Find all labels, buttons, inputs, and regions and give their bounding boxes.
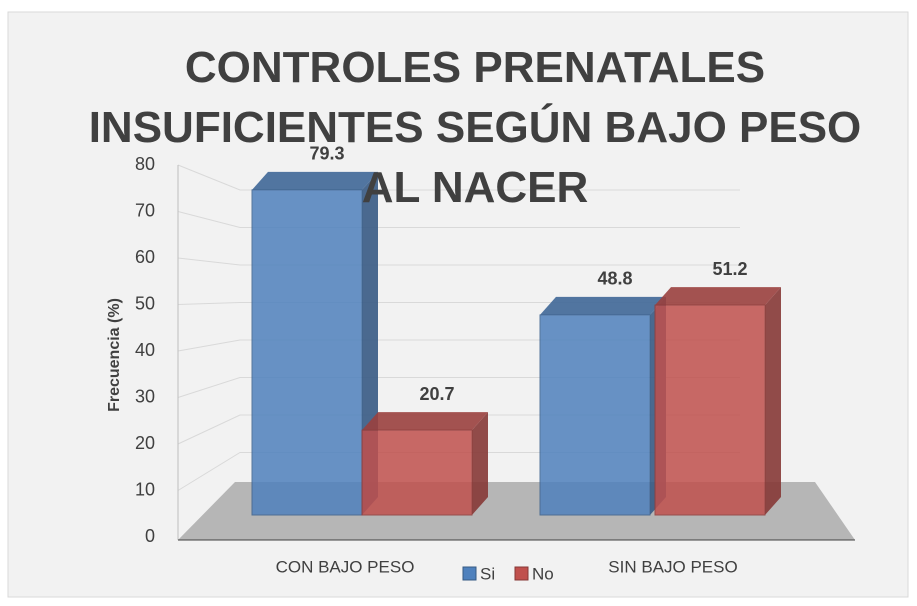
legend-swatch [462, 566, 477, 581]
bar [251, 189, 363, 516]
legend-label: No [532, 564, 554, 583]
x-tick-label: SIN BAJO PESO [608, 557, 737, 576]
bar [539, 314, 651, 516]
title-line: CONTROLES PRENATALES [185, 43, 765, 92]
legend-swatch [514, 566, 529, 581]
title-line: INSUFICIENTES SEGÚN BAJO PESO [89, 102, 862, 152]
y-axis-label: Frecuencia (%) [106, 298, 123, 412]
bar-top [362, 412, 488, 431]
bar-top [655, 287, 781, 306]
data-label: 48.8 [597, 269, 632, 289]
data-label: 79.3 [309, 144, 344, 164]
bar [361, 429, 473, 516]
grid-line [177, 164, 740, 191]
bar-side [765, 287, 781, 515]
y-tick-label: 10 [135, 479, 155, 499]
y-tick-label: 60 [135, 247, 155, 267]
grid-line [177, 257, 740, 266]
data-label: 20.7 [419, 384, 454, 404]
y-tick-label: 50 [135, 293, 155, 313]
y-tick-label: 70 [135, 200, 155, 220]
y-tick-label: 0 [145, 526, 155, 546]
bar-side [472, 412, 488, 515]
data-label: 51.2 [712, 259, 747, 279]
x-tick-label: CON BAJO PESO [276, 557, 415, 576]
y-tick-label: 20 [135, 433, 155, 453]
title-line: AL NACER [362, 163, 589, 212]
bar-top [540, 296, 666, 315]
grid-line [177, 211, 740, 228]
y-tick-label: 80 [135, 154, 155, 174]
y-tick-label: 40 [135, 340, 155, 360]
y-tick-label: 30 [135, 386, 155, 406]
chart-title: CONTROLES PRENATALES INSUFICIENTES SEGÚN … [89, 43, 862, 212]
legend-label: Si [480, 564, 495, 583]
bar-top [252, 171, 378, 190]
bar [654, 304, 766, 516]
